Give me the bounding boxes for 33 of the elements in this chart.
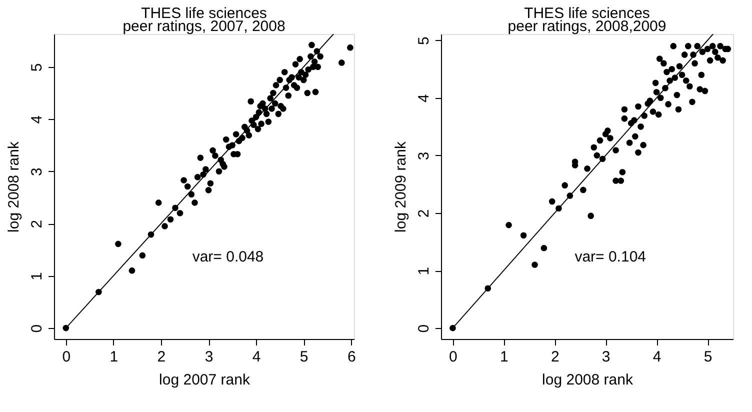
y-tick-label: 3 [28, 168, 46, 176]
x-tick-label: 4 [652, 348, 662, 366]
y-tick-label: 5 [28, 63, 46, 72]
y-tick-label: 3 [416, 152, 432, 160]
x-tick-label: 3 [602, 348, 610, 366]
y-tick-label: 4 [28, 115, 46, 124]
chart-subtitle: peer ratings, 2008,2009 [508, 18, 666, 35]
y-axis-title: log 2008 rank [6, 141, 22, 232]
x-tick-label: 2 [157, 348, 166, 366]
x-tick-label: 1 [500, 348, 508, 366]
x-tick-label: 4 [252, 348, 261, 366]
y-tick-label: 2 [416, 209, 432, 218]
x-tick-label: 3 [204, 348, 214, 366]
chart-subtitle: peer ratings, 2007, 2008 [122, 18, 286, 35]
annotation: var= 0.104 [574, 248, 646, 266]
x-tick-label: 2 [550, 348, 560, 366]
y-tick-label: 1 [416, 266, 432, 276]
x-tick-label: 6 [347, 348, 356, 366]
x-tick-label: 5 [300, 348, 308, 366]
x-tick-label: 1 [110, 348, 118, 366]
x-tick-label: 0 [449, 348, 458, 366]
y-tick-label: 0 [28, 324, 46, 333]
y-tick-label: 0 [416, 324, 432, 333]
y-tick-label: 2 [28, 220, 46, 228]
y-tick-label: 1 [28, 272, 46, 280]
y-tick-label: 4 [416, 94, 432, 103]
x-tick-label: 0 [62, 348, 71, 366]
y-axis-title: log 2009 rank [392, 141, 410, 232]
x-axis-title: log 2007 rank [159, 372, 250, 388]
y-tick-label: 5 [416, 36, 432, 45]
annotation: var= 0.048 [192, 248, 264, 266]
x-tick-label: 5 [704, 348, 712, 366]
x-axis-title: log 2008 rank [542, 372, 634, 388]
